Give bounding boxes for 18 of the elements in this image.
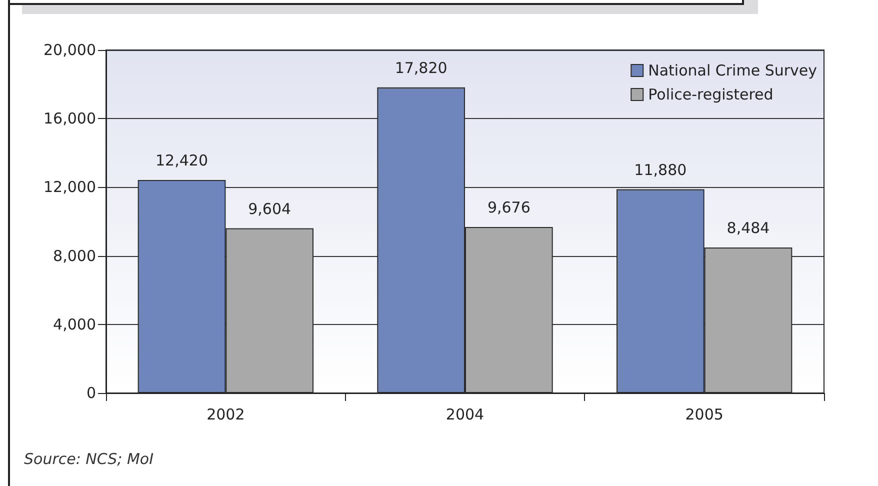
y-tick-label: 20,000 — [44, 41, 96, 59]
data-label: 17,820 — [394, 58, 448, 77]
legend-label: Police-registered — [648, 86, 774, 104]
data-label: 8,484 — [726, 219, 770, 237]
y-tick-label: 0 — [86, 384, 96, 402]
legend-label: National Crime Survey — [648, 62, 818, 80]
y-tick-label: 16,000 — [44, 110, 96, 128]
data-label: 9,604 — [248, 200, 292, 218]
data-label: 11,880 — [634, 160, 687, 179]
y-tick-label: 12,000 — [44, 178, 96, 196]
data-label: 12,420 — [156, 151, 208, 170]
x-tick-label: 2005 — [685, 406, 724, 424]
source-note: Source: NCS; MoI — [24, 450, 154, 468]
x-tick-label: 2004 — [446, 406, 484, 424]
y-tick-label: 8,000 — [53, 246, 96, 265]
y-tick-label: 4,000 — [53, 315, 96, 334]
data-label: 9,676 — [487, 198, 530, 217]
x-tick-label: 2002 — [206, 406, 245, 424]
